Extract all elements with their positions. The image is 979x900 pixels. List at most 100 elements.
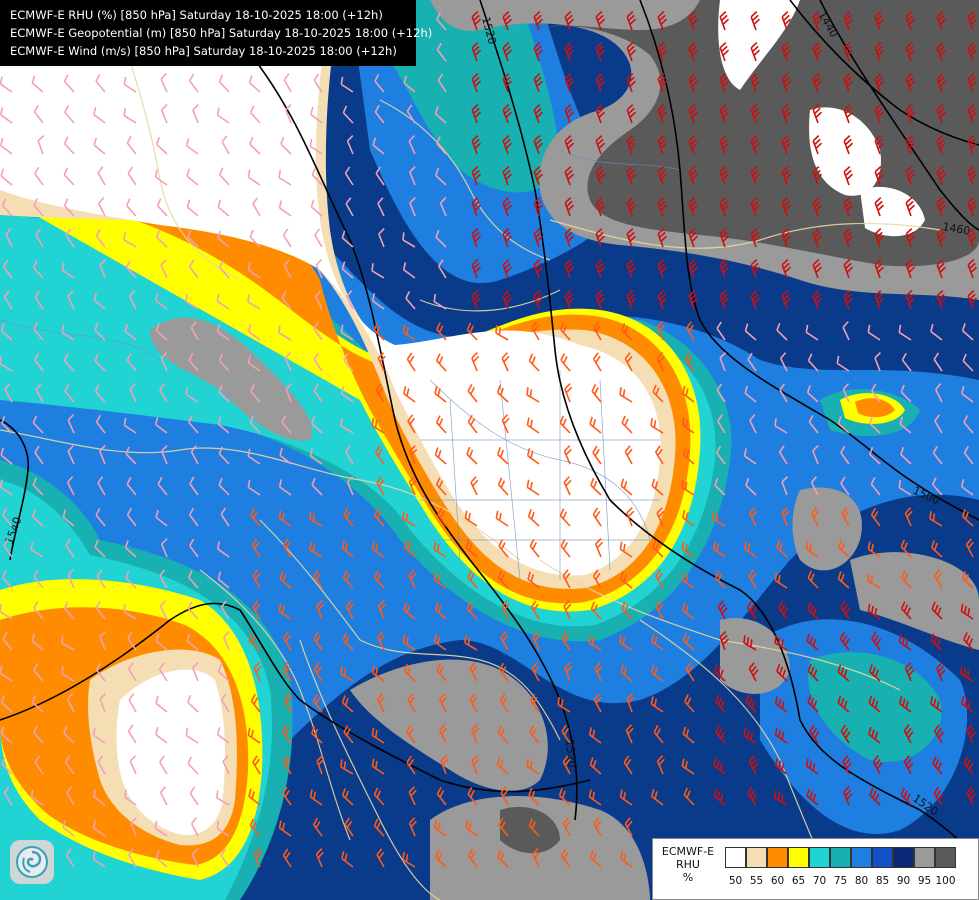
wind-barb [967, 11, 978, 31]
wind-barb [530, 600, 540, 620]
wind-barb [467, 414, 478, 434]
wind-barb [282, 228, 292, 248]
wind-barb [531, 662, 540, 682]
wind-barb [563, 445, 572, 465]
wind-barb [155, 323, 168, 341]
wind-barb [933, 786, 944, 806]
wind-barb [0, 323, 13, 341]
wind-barb [657, 228, 668, 248]
wind-barb [966, 786, 977, 806]
wind-barb [98, 445, 106, 465]
wind-barb [30, 541, 44, 558]
wind-barb [749, 414, 757, 434]
wind-barb [559, 415, 571, 434]
wind-barb [440, 755, 449, 775]
wind-barb [3, 290, 13, 310]
wind-barb [903, 724, 914, 744]
wind-barb [779, 352, 788, 372]
wind-barb [589, 850, 602, 868]
wind-barb [872, 755, 883, 775]
wind-barb [125, 446, 137, 465]
wind-barb [778, 445, 788, 465]
wind-barb [501, 600, 510, 620]
wind-barb [63, 167, 75, 186]
wind-barb [155, 509, 168, 527]
wind-barb [250, 384, 261, 403]
wind-barb [406, 104, 416, 124]
wind-barb [533, 11, 544, 31]
wind-barb [652, 539, 664, 558]
wind-barb [408, 135, 416, 155]
wind-barb [96, 569, 106, 589]
wind-barb [564, 197, 575, 217]
wind-barb [252, 755, 261, 775]
wind-barb [588, 789, 602, 806]
wind-barb [216, 727, 230, 744]
wind-barb [469, 693, 478, 713]
wind-barb [187, 601, 199, 620]
wind-barb [843, 166, 854, 186]
wind-barb [282, 662, 292, 682]
wind-barb [67, 290, 75, 310]
wind-barb [497, 849, 509, 868]
wind-barb [874, 11, 885, 31]
wind-barb [0, 107, 13, 124]
wind-barb [682, 726, 695, 744]
wind-barb [125, 198, 137, 217]
wind-barb [217, 199, 230, 217]
wind-barb [961, 385, 974, 403]
wind-barb [435, 415, 447, 434]
wind-barb [95, 508, 106, 527]
wind-barb [808, 414, 819, 434]
wind-barb [373, 787, 385, 806]
wind-barb [781, 42, 792, 62]
wind-barb [874, 166, 885, 186]
wind-barb [502, 73, 513, 93]
wind-barb [218, 74, 230, 93]
wind-barb [433, 634, 447, 651]
wind-barb [905, 104, 916, 124]
wind-barb [127, 724, 137, 744]
wind-barb [656, 321, 665, 341]
legend-swatch [851, 847, 872, 868]
legend-swatch [725, 847, 746, 868]
wind-barb [280, 136, 292, 155]
wind-barb [310, 199, 323, 217]
wind-barb [657, 73, 668, 93]
wind-barb [340, 418, 354, 434]
wind-barb [64, 384, 75, 403]
wind-barb [408, 817, 417, 837]
wind-barb [903, 755, 914, 775]
wind-barb [188, 352, 199, 372]
wind-barb [282, 755, 292, 775]
wind-barb [564, 104, 575, 124]
wind-barb [713, 788, 726, 806]
wind-barb [713, 664, 726, 682]
wind-barb [343, 353, 354, 372]
wind-barb [373, 508, 385, 527]
wind-barb [750, 228, 761, 248]
wind-barb [564, 11, 575, 31]
wind-barb [160, 445, 168, 465]
rhu-60-region [855, 398, 895, 418]
wind-barb [95, 414, 106, 434]
wind-barb [874, 259, 885, 279]
wind-barb [502, 290, 513, 310]
wind-barb [682, 633, 695, 651]
wind-barb [840, 476, 850, 496]
wind-barb [407, 414, 416, 434]
wind-barb [869, 446, 881, 465]
wind-barb [371, 665, 385, 682]
legend-tick: 70 [812, 875, 827, 887]
wind-barb [435, 168, 447, 186]
wind-barb [626, 228, 637, 248]
wind-barb [498, 662, 509, 682]
wind-barb [0, 168, 13, 186]
wind-barb [719, 73, 730, 93]
wind-barb [874, 352, 881, 372]
wind-barb [283, 693, 292, 713]
wind-barb [929, 696, 943, 713]
wind-barb [874, 228, 885, 248]
wind-barb [283, 259, 292, 279]
wind-barb [218, 384, 230, 403]
